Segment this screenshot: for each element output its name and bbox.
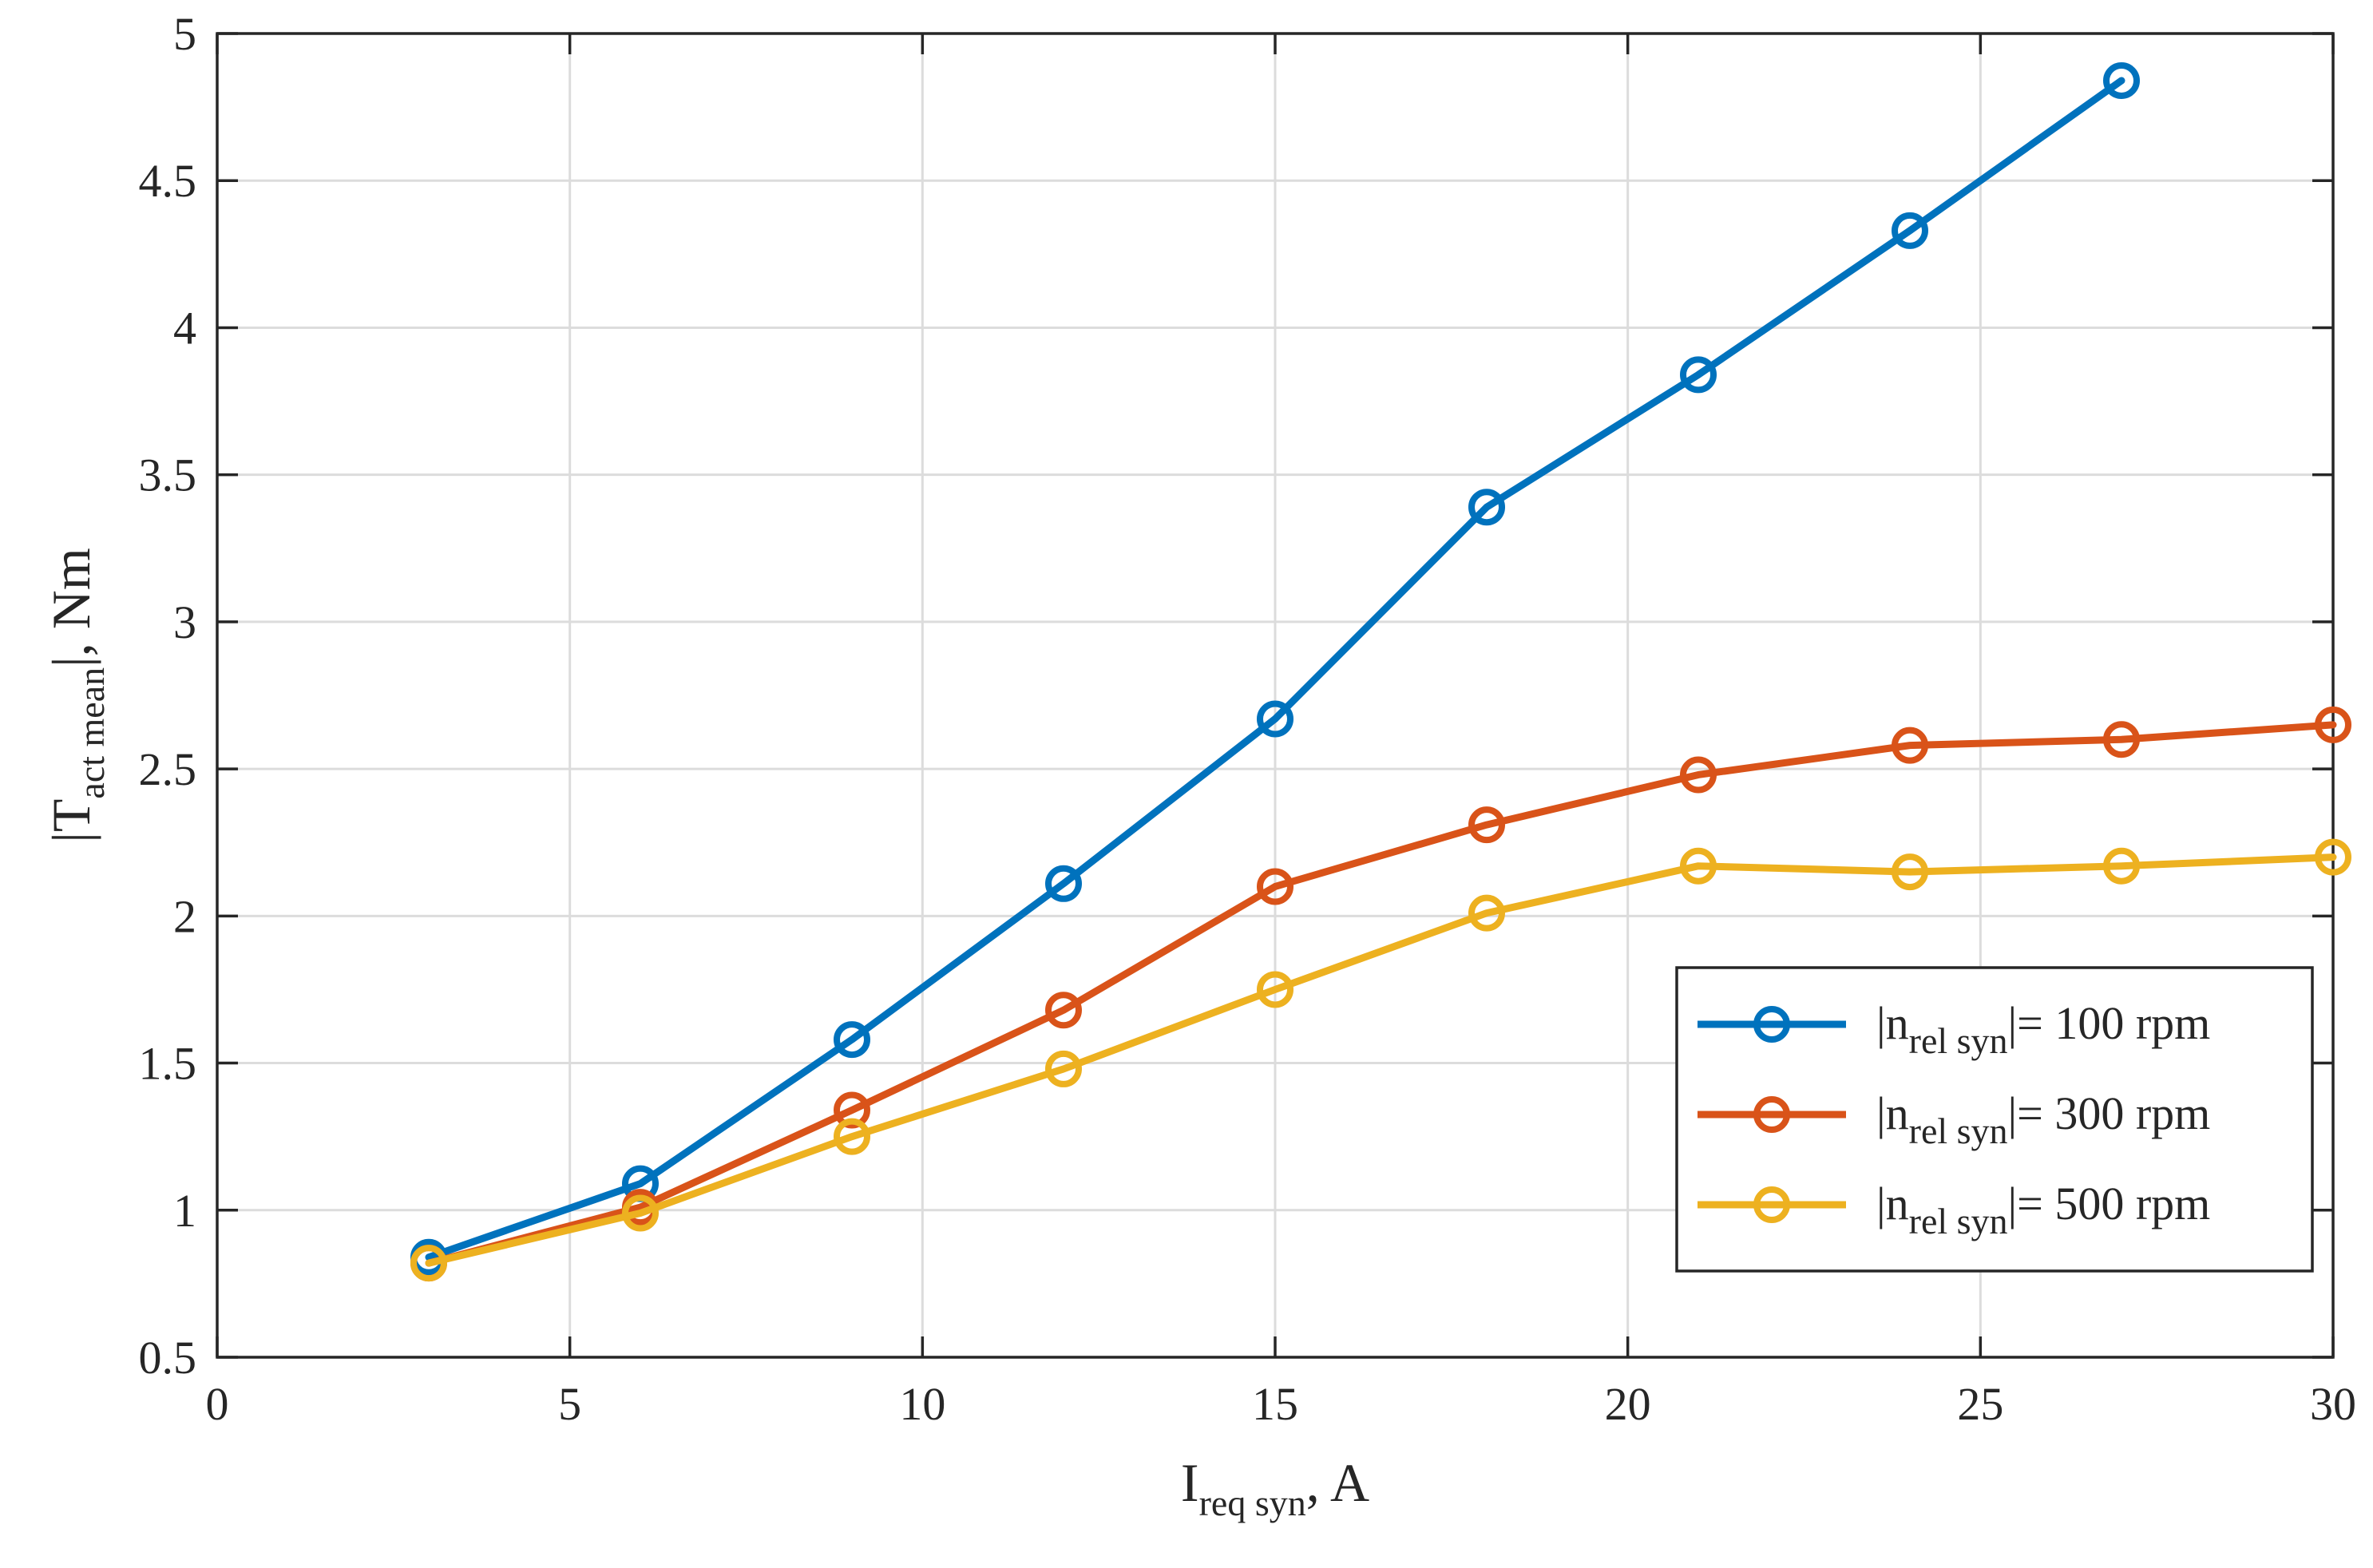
x-tick-label: 25	[1957, 1378, 2003, 1430]
data-point	[834, 1021, 870, 1059]
data-point	[2315, 838, 2351, 876]
data-point	[1045, 865, 1082, 902]
y-tick-label: 3.5	[139, 449, 197, 501]
axis-labels: Ireq syn, A |Tact mean|, Nm	[41, 548, 1369, 1523]
data-point	[1468, 806, 1505, 844]
data-point	[834, 1118, 870, 1155]
x-axis-label: Ireq syn, A	[1181, 1452, 1369, 1523]
data-point	[1680, 356, 1717, 394]
legend-item-2: |nrel syn|= 300 rpm	[1698, 1087, 2210, 1151]
y-axis-label: |Tact mean|, Nm	[41, 548, 112, 843]
data-point	[1045, 992, 1082, 1029]
y-tick-label: 1	[173, 1185, 196, 1237]
x-tick-label: 20	[1605, 1378, 1651, 1430]
legend-label: |nrel syn|= 500 rpm	[1876, 1178, 2210, 1241]
data-point	[1468, 489, 1505, 526]
data-point	[2103, 721, 2140, 758]
y-axis-label-sub: act mean	[71, 667, 112, 799]
data-point	[1257, 868, 1293, 905]
y-tick-label: 2	[173, 890, 196, 942]
legend-item-3: |nrel syn|= 500 rpm	[1698, 1178, 2210, 1241]
series-line	[425, 853, 2337, 1267]
legend-label-suffix: |= 300 rpm	[2008, 1087, 2211, 1139]
data-point	[1468, 894, 1505, 932]
legend-label-sub: rel syn	[1909, 1020, 2008, 1061]
data-point	[1257, 700, 1293, 738]
legend-marker	[1753, 1096, 1790, 1133]
data-point	[2103, 847, 2140, 885]
legend-label-sub: rel syn	[1909, 1201, 2008, 1241]
y-tick-label: 1.5	[139, 1038, 197, 1090]
data-point	[622, 1194, 659, 1232]
x-tick-label: 30	[2310, 1378, 2356, 1430]
y-tick-label: 4	[173, 302, 196, 354]
legend-label-suffix: |= 500 rpm	[2008, 1178, 2211, 1229]
x-axis-label-sub: req syn	[1199, 1483, 1306, 1523]
x-tick-label: 5	[558, 1378, 581, 1430]
data-point	[1680, 847, 1717, 885]
axes: 0 5 10 15 20 25 30 0.5 1 1.5 2 2.5 3 3.5 4 4.5 5	[139, 8, 2357, 1430]
y-tick-label: 2.5	[139, 743, 197, 795]
y-tick-label: 0.5	[139, 1332, 197, 1384]
x-axis-label-suffix: , A	[1306, 1452, 1369, 1513]
series-3	[410, 838, 2351, 1282]
data-point	[834, 1091, 870, 1129]
data-point	[2103, 61, 2140, 99]
data-point	[1257, 971, 1293, 1008]
data-point	[1892, 853, 1928, 891]
y-axis-label-suffix: |, Nm	[41, 548, 101, 667]
legend-marker	[1753, 1186, 1790, 1223]
legend-label-sub: rel syn	[1909, 1111, 2008, 1151]
y-tick-label: 3	[173, 596, 196, 648]
legend: |nrel syn|= 100 rpm|nrel syn|= 300 rpm|n…	[1675, 966, 2314, 1273]
legend-label-suffix: |= 100 rpm	[2008, 997, 2211, 1049]
data-point	[410, 1245, 447, 1282]
data-point	[1045, 1050, 1082, 1087]
data-point	[1892, 727, 1928, 764]
y-tick-label: 5	[173, 8, 196, 60]
x-tick-label: 10	[899, 1378, 945, 1430]
legend-label-main: |n	[1876, 1087, 1909, 1139]
y-tick-label: 4.5	[139, 155, 197, 207]
x-tick-label: 0	[206, 1378, 229, 1430]
legend-label-main: |n	[1876, 1178, 1909, 1229]
series	[410, 61, 2351, 1282]
series-line	[425, 77, 2125, 1261]
data-point	[2315, 706, 2351, 743]
legend-label: |nrel syn|= 100 rpm	[1876, 997, 2210, 1061]
x-axis-label-main: I	[1181, 1452, 1199, 1513]
series-line	[425, 721, 2337, 1267]
data-point	[1680, 756, 1717, 794]
legend-label-main: |n	[1876, 997, 1909, 1049]
legend-label: |nrel syn|= 300 rpm	[1876, 1087, 2210, 1151]
y-axis-label-main: |T	[41, 799, 101, 843]
x-tick-label: 15	[1252, 1378, 1298, 1430]
legend-item-1: |nrel syn|= 100 rpm	[1698, 997, 2210, 1061]
legend-marker	[1753, 1006, 1790, 1043]
data-point	[1892, 212, 1928, 249]
